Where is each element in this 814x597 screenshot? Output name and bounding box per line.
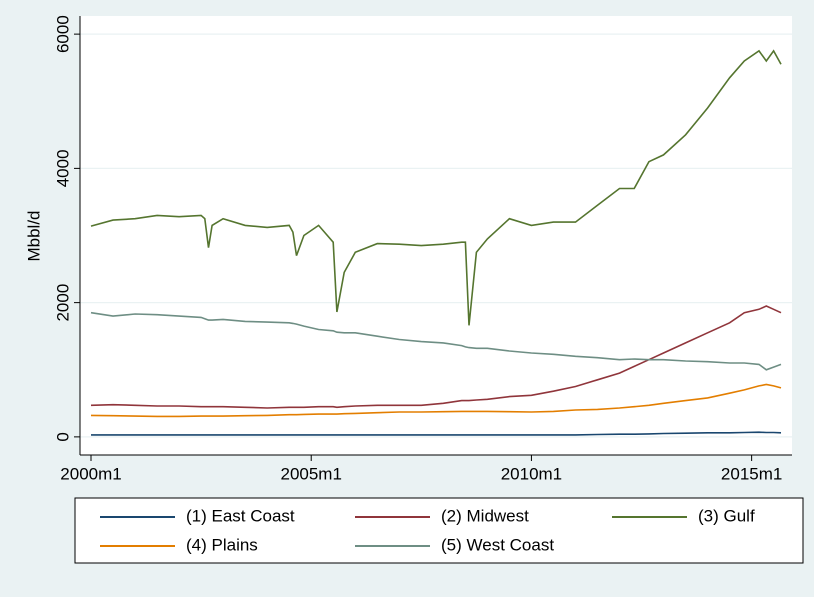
legend-label: (4) Plains bbox=[186, 535, 258, 554]
series-line bbox=[90, 49, 782, 326]
legend-label: (3) Gulf bbox=[698, 506, 755, 525]
y-tick-label: 0 bbox=[53, 432, 72, 441]
y-axis-label: Mbbl/d bbox=[24, 210, 43, 261]
x-tick-label: 2010m1 bbox=[501, 464, 562, 483]
legend-label: (1) East Coast bbox=[186, 506, 295, 525]
series-line bbox=[90, 305, 782, 409]
series-line bbox=[90, 383, 782, 418]
x-tick-label: 2000m1 bbox=[60, 464, 121, 483]
legend-label: (2) Midwest bbox=[441, 506, 529, 525]
series-line bbox=[90, 311, 782, 371]
series-line bbox=[91, 431, 782, 436]
legend bbox=[74, 497, 804, 564]
y-tick-label: 6000 bbox=[53, 15, 72, 53]
x-tick-label: 2005m1 bbox=[280, 464, 341, 483]
y-tick-label: 2000 bbox=[53, 284, 72, 322]
legend-label: (5) West Coast bbox=[441, 535, 554, 554]
y-tick-label: 4000 bbox=[53, 149, 72, 187]
plot-area bbox=[80, 16, 792, 455]
x-tick-label: 2015m1 bbox=[721, 464, 782, 483]
